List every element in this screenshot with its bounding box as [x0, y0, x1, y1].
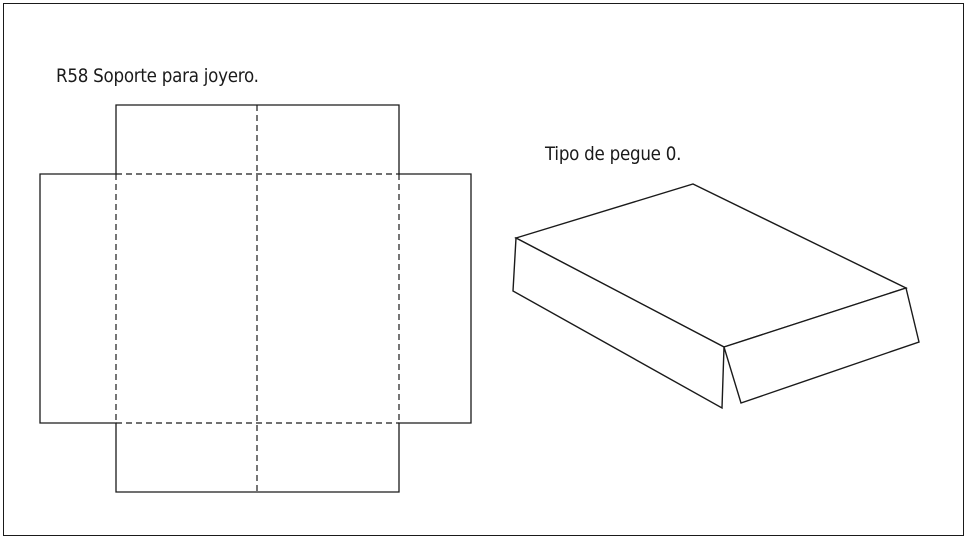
tray-left-side [512, 236, 725, 410]
figure-frame [3, 3, 964, 536]
template-outline [39, 104, 472, 493]
glue-type-label: Tipo de pegue 0. [545, 143, 682, 165]
flat-template [39, 104, 472, 493]
assembled-tray [512, 183, 920, 410]
tray-front-side [723, 287, 920, 404]
diagram-title: R58 Soporte para joyero. [56, 65, 259, 87]
